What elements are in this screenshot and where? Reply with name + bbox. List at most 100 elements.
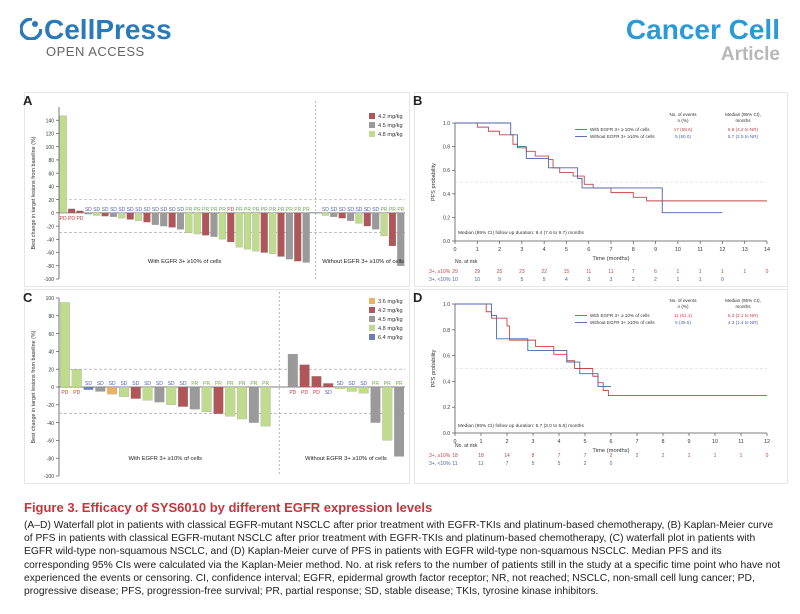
waterfall-panel-a: A -100 -80 -60 -40 -20 0 20 40 60 80 100 120 140 Best… bbox=[23, 92, 410, 287]
y-tick-label: -40 bbox=[47, 238, 54, 244]
legend-label: 4.2 mg/kg bbox=[378, 308, 403, 314]
km-curve bbox=[455, 122, 723, 214]
waterfall-bar bbox=[76, 210, 84, 213]
caption-body: (A–D) Waterfall plot in patients with cl… bbox=[24, 520, 781, 598]
y-tick-label: 40 bbox=[48, 350, 54, 356]
response-label: PR bbox=[381, 207, 388, 213]
response-label: PR bbox=[384, 381, 391, 387]
waterfall-bar bbox=[227, 212, 235, 243]
median-value: 5.7 (2.5 to NR) bbox=[728, 134, 759, 139]
waterfall-bar bbox=[154, 386, 165, 403]
response-label: SD bbox=[118, 207, 125, 213]
waterfall-bar bbox=[178, 386, 188, 407]
waterfall-bar bbox=[101, 212, 109, 217]
group-label: With EGFR 3+ ≥10% of cells bbox=[128, 456, 202, 462]
x-tick-label: 11 bbox=[738, 439, 744, 445]
waterfall-bar bbox=[277, 212, 285, 257]
at-risk-value: 18 bbox=[452, 453, 458, 459]
y-tick-label: 0.6 bbox=[443, 168, 450, 174]
events-header: n (%) bbox=[678, 304, 689, 309]
at-risk-value: 6 bbox=[654, 269, 657, 275]
y-tick-label: 0.2 bbox=[443, 215, 450, 221]
legend-label: Without EGFR 3+ ≥10% of cells bbox=[590, 320, 655, 325]
x-tick-label: 1 bbox=[480, 439, 483, 445]
panel-label-b: B bbox=[413, 93, 423, 108]
response-label: SD bbox=[180, 381, 187, 387]
waterfall-bar bbox=[225, 386, 236, 417]
at-risk-value: 2 bbox=[654, 277, 657, 283]
response-label: SD bbox=[322, 207, 329, 213]
response-label: SD bbox=[177, 207, 184, 213]
waterfall-bar bbox=[201, 386, 212, 413]
waterfall-bar bbox=[84, 212, 92, 215]
response-label: SD bbox=[97, 381, 104, 387]
group-label: Without EGFR 3+ ≥10% of cells bbox=[305, 456, 387, 462]
response-label: PR bbox=[252, 207, 259, 213]
waterfall-bar bbox=[330, 212, 338, 217]
open-access-label: OPEN ACCESS bbox=[46, 44, 145, 59]
legend-label: Without EGFR 3+ ≥10% of cells bbox=[590, 134, 655, 139]
response-label: PR bbox=[397, 207, 404, 213]
response-label: SD bbox=[160, 207, 167, 213]
response-label: SD bbox=[364, 207, 371, 213]
waterfall-bar bbox=[372, 212, 380, 230]
x-tick-label: 9 bbox=[654, 247, 657, 253]
waterfall-bar bbox=[260, 386, 271, 427]
response-label: PD bbox=[313, 390, 320, 396]
y-tick-label: 140 bbox=[46, 118, 55, 124]
events-value: 11 (61.1) bbox=[674, 313, 693, 318]
waterfall-bar bbox=[59, 302, 70, 388]
x-tick-label: 8 bbox=[662, 439, 665, 445]
x-tick-label: 13 bbox=[742, 247, 748, 253]
y-tick-label: -100 bbox=[44, 474, 54, 480]
response-label: SD bbox=[156, 381, 163, 387]
at-risk-value: 2 bbox=[636, 453, 639, 459]
y-tick-label: 0.2 bbox=[443, 405, 450, 411]
at-risk-value: 0 bbox=[610, 461, 613, 467]
response-label: PR bbox=[219, 207, 226, 213]
response-label: SD bbox=[347, 207, 354, 213]
response-label: PR bbox=[194, 207, 201, 213]
legend-label: 4.2 mg/kg bbox=[378, 114, 403, 120]
waterfall-bar bbox=[294, 212, 302, 262]
y-tick-label: -60 bbox=[47, 439, 54, 445]
response-label: PD bbox=[76, 216, 83, 222]
waterfall-bar bbox=[311, 376, 322, 388]
response-label: SD bbox=[143, 207, 150, 213]
response-label: SD bbox=[330, 207, 337, 213]
response-label: PR bbox=[396, 381, 403, 387]
page-header: CellPress OPEN ACCESS Cancer Cell Articl… bbox=[0, 0, 800, 88]
x-tick-label: 9 bbox=[688, 439, 691, 445]
response-label: PR bbox=[294, 207, 301, 213]
waterfall-bar bbox=[95, 386, 106, 392]
y-tick-label: 0.8 bbox=[443, 328, 450, 334]
figure-caption: Figure 3. Efficacy of SYS6010 by differe… bbox=[24, 500, 784, 598]
response-label: SD bbox=[120, 381, 127, 387]
response-label: PR bbox=[211, 207, 218, 213]
response-label: SD bbox=[168, 381, 175, 387]
y-tick-label: 20 bbox=[48, 367, 54, 373]
waterfall-bar bbox=[166, 386, 177, 405]
events-value: 5 (45.5) bbox=[675, 320, 691, 325]
waterfall-bar bbox=[323, 383, 334, 388]
x-axis-label: Time (months) bbox=[592, 256, 629, 262]
response-label: SD bbox=[132, 381, 139, 387]
waterfall-bar bbox=[388, 212, 396, 247]
y-tick-label: -80 bbox=[47, 456, 54, 462]
waterfall-bar bbox=[83, 386, 94, 390]
waterfall-bar bbox=[394, 386, 405, 457]
panel-label-d: D bbox=[413, 290, 423, 305]
at-risk-value: 14 bbox=[504, 453, 510, 459]
at-risk-row-label: 3+, <10% bbox=[429, 461, 451, 467]
response-label: PR bbox=[250, 381, 257, 387]
waterfall-bar bbox=[202, 212, 210, 236]
response-label: SD bbox=[85, 381, 92, 387]
waterfall-bar bbox=[71, 369, 82, 388]
waterfall-bar bbox=[363, 212, 371, 227]
waterfall-bar bbox=[302, 212, 310, 263]
response-label: PR bbox=[236, 207, 243, 213]
response-label: SD bbox=[325, 390, 332, 396]
legend-label: 6.4 mg/kg bbox=[378, 335, 403, 341]
waterfall-bar bbox=[213, 386, 224, 414]
at-risk-value: 0 bbox=[721, 277, 724, 283]
